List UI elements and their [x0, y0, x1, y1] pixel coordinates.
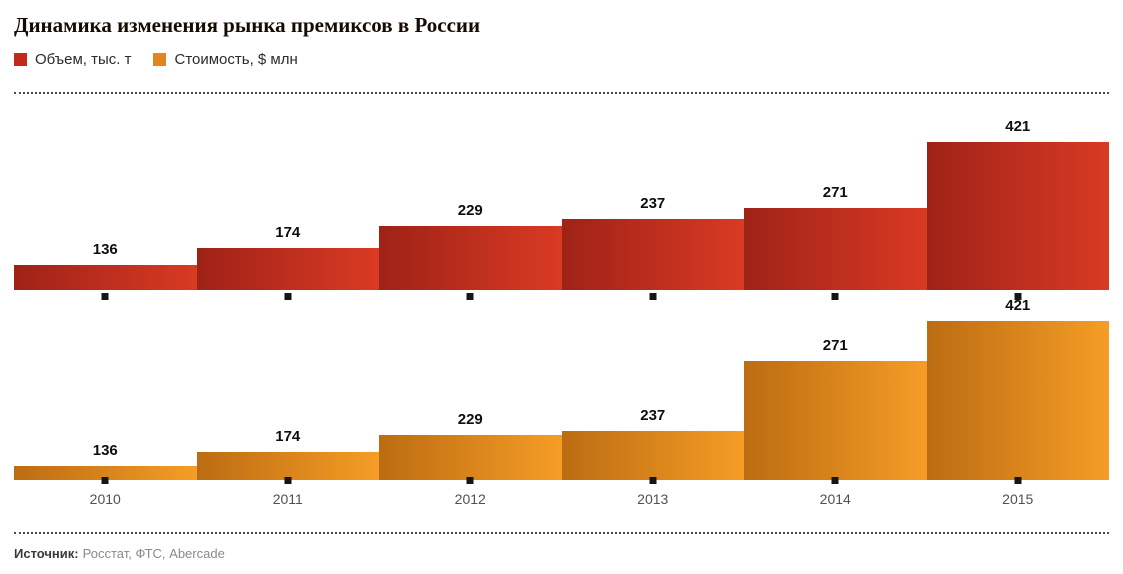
- chart-title: Динамика изменения рынка премиксов в Рос…: [14, 13, 481, 37]
- x-axis-label: 2010: [89, 491, 121, 507]
- legend-item-volume: Объем, тыс. т: [14, 51, 131, 68]
- bar-cell: 136: [14, 94, 197, 300]
- bar-value-label: 421: [1005, 118, 1031, 135]
- bar-cell: 421: [926, 290, 1109, 484]
- x-axis-label: 2013: [637, 491, 669, 507]
- axis-tick-marker: [649, 477, 657, 484]
- bar-cell: 237: [561, 94, 744, 300]
- value-bar: [744, 361, 927, 480]
- bar-value-label: 136: [92, 442, 118, 459]
- axis-tick-marker: [831, 477, 839, 484]
- volume-bar: [561, 219, 744, 290]
- bar-value-label: 237: [640, 195, 666, 212]
- axis-tick-marker: [1014, 293, 1022, 300]
- x-axis-label: 2015: [1002, 491, 1034, 507]
- top-dotted-divider: [14, 92, 1109, 94]
- x-axis-label: 2012: [454, 491, 486, 507]
- legend: Объем, тыс. т Стоимость, $ млн: [14, 50, 1109, 68]
- bar-value-label: 136: [92, 241, 118, 258]
- value-bar: [379, 435, 562, 480]
- bar-cell: 271: [744, 94, 927, 300]
- value-bar: [14, 466, 197, 480]
- legend-label: Объем, тыс. т: [35, 50, 132, 68]
- source-label: Источник:: [14, 546, 79, 561]
- x-axis-label: 2014: [819, 491, 851, 507]
- bar-cell: 271: [744, 290, 927, 484]
- axis-tick-marker: [466, 293, 474, 300]
- x-axis: 2010 2011 2012 2013 2014 2015: [14, 490, 1109, 508]
- bottom-dotted-divider: [14, 532, 1109, 534]
- bar-cell: 174: [196, 94, 379, 300]
- axis-tick-marker: [466, 477, 474, 484]
- legend-swatch: [14, 52, 27, 66]
- legend-label: Стоимость, $ млн: [174, 50, 298, 68]
- source-text: Росстат, ФТС, Abercade: [82, 546, 225, 561]
- bar-value-label: 271: [822, 337, 848, 354]
- bar-value-label: 271: [822, 184, 848, 201]
- value-bar: [926, 321, 1109, 480]
- bar-cell: 229: [379, 290, 562, 484]
- source-line: Источник: Росстат, ФТС, Abercade: [14, 546, 1109, 562]
- bar-cell: 229: [379, 94, 562, 300]
- axis-tick-marker: [649, 293, 657, 300]
- bar-value-label: 421: [1005, 297, 1031, 314]
- axis-tick-marker: [101, 293, 109, 300]
- value-chart: 136 174 229 237 271 421: [14, 290, 1109, 484]
- x-axis-label: 2011: [272, 491, 303, 507]
- volume-chart: 136 174 229 237 271 421: [14, 94, 1109, 300]
- axis-tick-marker: [831, 293, 839, 300]
- axis-tick-marker: [101, 477, 109, 484]
- volume-bar: [196, 248, 379, 290]
- bar-cell: 237: [561, 290, 744, 484]
- volume-bar: [744, 208, 927, 290]
- bar-value-label: 229: [457, 411, 483, 428]
- bar-value-label: 237: [640, 407, 666, 424]
- legend-item-value: Стоимость, $ млн: [153, 50, 298, 68]
- axis-tick-marker: [284, 477, 292, 484]
- bar-cell: 174: [196, 290, 379, 484]
- axis-tick-marker: [1014, 477, 1022, 484]
- bar-cell: 136: [14, 290, 197, 484]
- value-bar: [196, 452, 379, 480]
- bar-value-label: 174: [275, 428, 301, 445]
- volume-bar: [14, 265, 197, 290]
- legend-swatch: [153, 52, 167, 66]
- volume-bar: [926, 142, 1109, 290]
- bar-cell: 421: [926, 94, 1109, 300]
- volume-bar: [379, 226, 562, 290]
- bar-value-label: 174: [275, 224, 301, 241]
- value-bar: [561, 431, 744, 480]
- bar-value-label: 229: [457, 202, 483, 219]
- axis-tick-marker: [284, 293, 292, 300]
